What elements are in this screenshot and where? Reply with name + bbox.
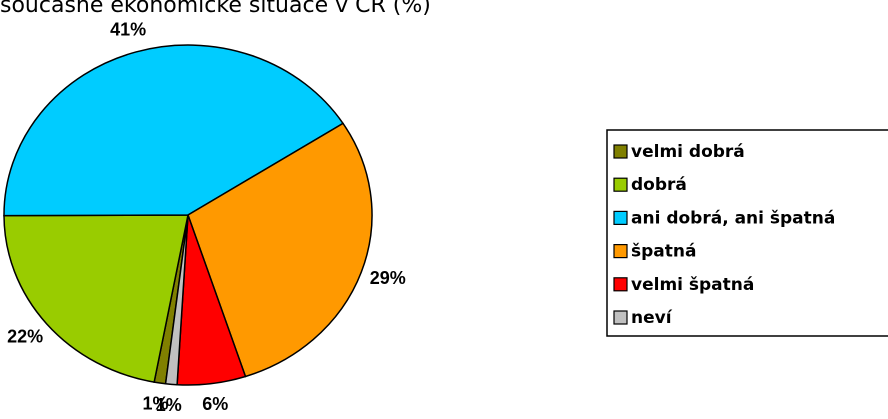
legend-label: neví xyxy=(631,308,673,328)
legend-swatch xyxy=(613,310,628,325)
legend-swatch xyxy=(613,244,628,259)
pie-slice xyxy=(164,214,189,386)
legend-swatch xyxy=(613,210,628,225)
legend-box xyxy=(606,129,888,337)
legend-label: velmi dobrá xyxy=(631,142,745,162)
legend-label: ani dobrá, ani špatná xyxy=(631,208,835,228)
legend-label: dobrá xyxy=(631,175,687,195)
data-label: 6% xyxy=(202,394,228,414)
legend-swatch xyxy=(613,144,628,159)
data-label: 1% xyxy=(156,395,182,415)
pie-slice xyxy=(187,122,373,378)
legend-swatch xyxy=(613,177,628,192)
data-label: 41% xyxy=(110,20,146,40)
legend-label: špatná xyxy=(631,242,696,262)
pie-slice xyxy=(3,214,189,383)
legend-swatch xyxy=(613,277,628,292)
legend-label: velmi špatná xyxy=(631,275,754,295)
data-label: 29% xyxy=(370,268,406,288)
data-label: 1% xyxy=(143,393,169,413)
chart-title: současné ekonomické situace v ČR (%) xyxy=(0,0,431,18)
data-label: 22% xyxy=(7,327,43,347)
